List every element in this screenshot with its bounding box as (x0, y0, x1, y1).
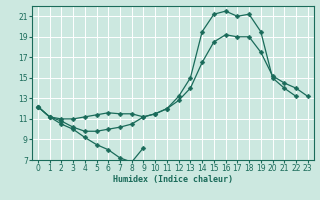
X-axis label: Humidex (Indice chaleur): Humidex (Indice chaleur) (113, 175, 233, 184)
